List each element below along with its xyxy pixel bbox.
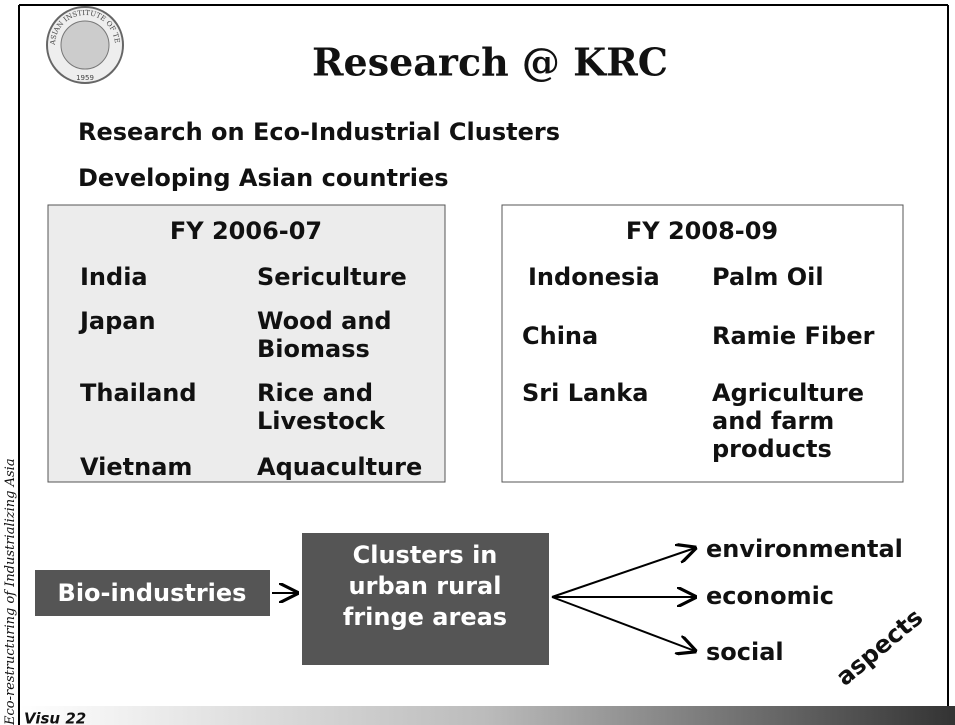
country: Vietnam xyxy=(80,453,192,481)
sector: Sericulture xyxy=(257,263,407,291)
sector: and farm xyxy=(712,407,834,435)
country: Japan xyxy=(78,307,156,335)
country: Indonesia xyxy=(528,263,660,291)
arrows xyxy=(272,548,695,651)
sidebar: Eco-restructuring of Industrializing Asi… xyxy=(3,458,18,725)
outcome: economic xyxy=(706,582,834,610)
cluster-label: Clusters in xyxy=(353,541,498,569)
sector: Agriculture xyxy=(712,379,864,407)
sector: Biomass xyxy=(257,335,370,363)
source-label: Bio-industries xyxy=(58,579,247,607)
sector: Rice and xyxy=(257,379,373,407)
panel xyxy=(501,204,904,483)
logo-year: 1959 xyxy=(76,74,94,82)
country: China xyxy=(522,322,598,350)
cluster-box xyxy=(302,533,549,665)
panel-heading: FY 2008-09 xyxy=(626,217,778,245)
sector: Wood and xyxy=(257,307,392,335)
sector: Palm Oil xyxy=(712,263,824,291)
subtitle: Research on Eco-Industrial Clusters xyxy=(78,118,560,146)
title: Research @ KRC xyxy=(312,40,668,85)
outcome: environmental xyxy=(706,535,903,563)
sector: Ramie Fiber xyxy=(712,322,875,350)
source-box xyxy=(35,570,270,616)
footer: Visu 22 xyxy=(24,710,86,725)
outcome: social xyxy=(706,638,784,666)
country: Thailand xyxy=(80,379,197,407)
sector: Aquaculture xyxy=(257,453,422,481)
panel-heading: FY 2006-07 xyxy=(170,217,322,245)
footer-bar xyxy=(20,706,955,725)
cluster-label: fringe areas xyxy=(343,603,507,631)
cluster-label: urban rural xyxy=(349,572,502,600)
sector: Livestock xyxy=(257,407,386,435)
country: Sri Lanka xyxy=(522,379,648,407)
sector: products xyxy=(712,435,832,463)
panel xyxy=(47,204,446,483)
country: India xyxy=(80,263,148,291)
subtitle: Developing Asian countries xyxy=(78,164,449,192)
